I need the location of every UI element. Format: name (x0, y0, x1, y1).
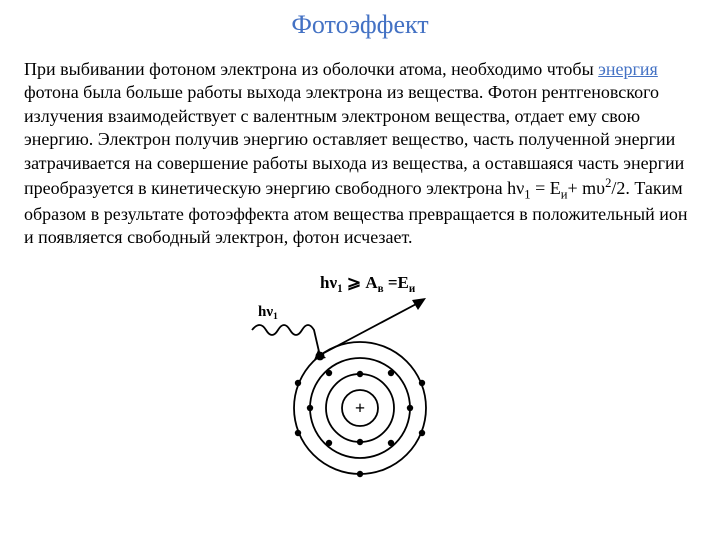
figure-container: hν1 ⩾ Aв =Eи + hν1 (24, 268, 696, 488)
svg-text:hν1 ⩾ Aв =Eи: hν1 ⩾ Aв =Eи (320, 273, 416, 295)
text-pre-link: При выбивании фотоном электрона из оболо… (24, 59, 598, 79)
atom-diagram: hν1 ⩾ Aв =Eи + hν1 (230, 268, 490, 488)
body-paragraph: При выбивании фотоном электрона из оболо… (24, 58, 696, 250)
energy-link[interactable]: энергия (598, 59, 658, 79)
slide: Фотоэффект При выбивании фотоном электро… (0, 0, 720, 540)
slide-title: Фотоэффект (24, 10, 696, 40)
text-mid: = E (531, 178, 561, 198)
svg-text:+: + (355, 398, 365, 418)
svg-text:hν1: hν1 (258, 304, 278, 322)
text-mid2: + mυ (568, 178, 606, 198)
sub-2: и (561, 188, 568, 202)
